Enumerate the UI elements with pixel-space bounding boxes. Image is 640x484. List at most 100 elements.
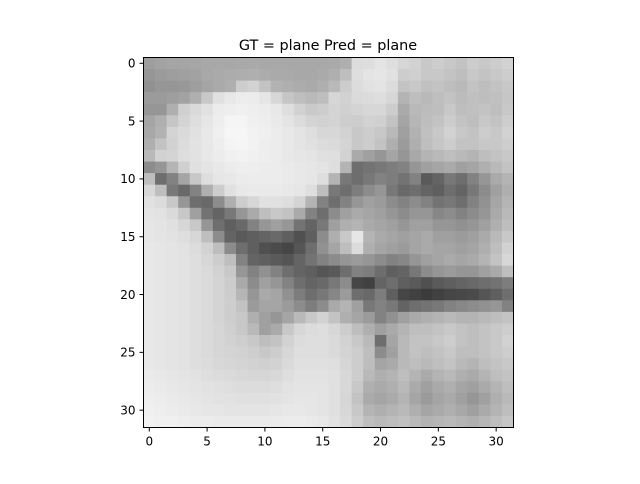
image-cell xyxy=(386,103,399,116)
image-cell xyxy=(501,150,514,162)
image-cell xyxy=(397,80,410,93)
image-cell xyxy=(501,242,514,255)
image-cell xyxy=(432,103,445,116)
image-cell xyxy=(178,415,191,428)
image-cell xyxy=(351,369,364,382)
image-cell xyxy=(455,138,468,151)
image-cell xyxy=(386,138,399,151)
image-cell xyxy=(247,80,260,93)
image-cell xyxy=(305,103,318,116)
image-cell xyxy=(236,161,248,174)
image-cell xyxy=(155,161,167,174)
image-cell xyxy=(143,80,156,93)
image-cell xyxy=(201,254,214,266)
image-cell xyxy=(143,381,156,394)
image-cell xyxy=(178,311,191,324)
image-cell xyxy=(143,265,156,278)
image-cell xyxy=(374,126,387,139)
image-cell xyxy=(386,358,399,371)
image-cell xyxy=(467,80,480,93)
image-cell xyxy=(444,92,457,105)
image-cell xyxy=(490,138,503,151)
image-cell xyxy=(259,196,272,209)
image-cell xyxy=(189,254,202,266)
image-cell xyxy=(409,115,422,128)
image-cell xyxy=(328,392,341,405)
image-cell xyxy=(293,184,306,197)
image-cell xyxy=(293,161,306,174)
image-cell xyxy=(224,392,237,405)
image-cell xyxy=(328,404,341,417)
image-cell xyxy=(143,288,156,301)
image-cell xyxy=(328,415,341,428)
image-cell xyxy=(259,392,272,405)
image-cell xyxy=(363,150,376,162)
image-cell xyxy=(178,335,191,347)
image-cell xyxy=(293,230,306,243)
image-cell xyxy=(374,358,387,371)
image-cell xyxy=(316,358,329,371)
image-cell xyxy=(212,311,225,324)
image-cell xyxy=(386,346,399,359)
image-cell xyxy=(155,196,167,209)
image-cell xyxy=(316,230,329,243)
image-cell xyxy=(421,173,433,186)
image-cell xyxy=(455,207,468,220)
image-cell xyxy=(501,69,514,81)
image-cell xyxy=(409,69,422,81)
image-cell xyxy=(363,219,376,232)
image-cell xyxy=(212,369,225,382)
image-cell xyxy=(270,80,283,93)
image-cell xyxy=(467,196,480,209)
image-cell xyxy=(340,230,352,243)
image-cell xyxy=(305,415,318,428)
image-cell xyxy=(224,300,237,313)
image-cell xyxy=(478,392,491,405)
image-cell xyxy=(421,288,433,301)
image-cell xyxy=(374,300,387,313)
image-cell xyxy=(501,300,514,313)
image-cell xyxy=(212,138,225,151)
image-cell xyxy=(212,173,225,186)
image-cell xyxy=(247,242,260,255)
image-cell xyxy=(189,184,202,197)
image-cell xyxy=(155,115,167,128)
image-cell xyxy=(259,300,272,313)
image-cell xyxy=(189,207,202,220)
image-cell xyxy=(386,265,399,278)
image-cell xyxy=(374,92,387,105)
image-cell xyxy=(397,311,410,324)
image-cell xyxy=(351,335,364,347)
image-cell xyxy=(270,265,283,278)
image-cell xyxy=(363,288,376,301)
image-cell xyxy=(501,230,514,243)
image-cell xyxy=(409,184,422,197)
image-cell xyxy=(247,69,260,81)
image-cell xyxy=(444,254,457,266)
image-cell xyxy=(386,92,399,105)
image-cell xyxy=(409,265,422,278)
image-cell xyxy=(490,346,503,359)
image-cell xyxy=(143,404,156,417)
image-cell xyxy=(224,311,237,324)
image-cell xyxy=(178,346,191,359)
image-cell xyxy=(409,346,422,359)
image-cell xyxy=(236,69,248,81)
image-cell xyxy=(236,242,248,255)
image-cell xyxy=(155,103,167,116)
image-cell xyxy=(143,346,156,359)
image-cell xyxy=(455,358,468,371)
image-cell xyxy=(212,392,225,405)
image-cell xyxy=(328,230,341,243)
image-cell xyxy=(316,381,329,394)
image-cell xyxy=(397,138,410,151)
y-tick-label: 15 xyxy=(120,230,135,244)
image-cell xyxy=(201,381,214,394)
image-cell xyxy=(421,392,433,405)
image-cell xyxy=(490,254,503,266)
image-cell xyxy=(166,335,179,347)
image-cell xyxy=(455,404,468,417)
image-cell xyxy=(340,196,352,209)
image-cell xyxy=(282,184,295,197)
image-cell xyxy=(432,358,445,371)
